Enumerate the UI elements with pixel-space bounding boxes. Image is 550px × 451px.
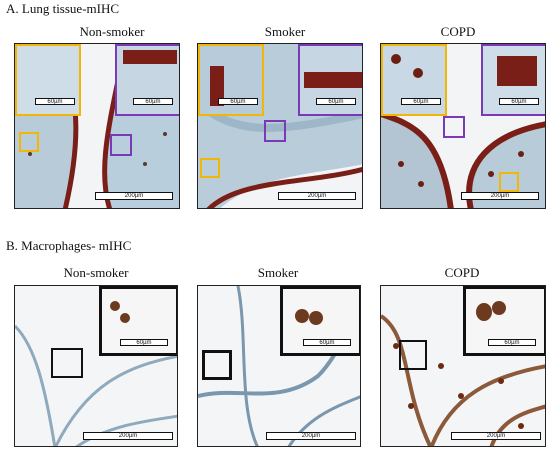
panel-b-nonsmoker: 60µm 200µm [14,285,178,447]
scale-bar-small: 60µm [218,98,258,105]
section-a-title: A. Lung tissue-mIHC [6,1,120,16]
col-title-b-copd: COPD [444,265,480,280]
scale-bar-small: 60µm [316,98,356,105]
inset-yellow-zoom: 60µm [198,44,264,116]
scale-bar-small: 60µm [303,339,351,346]
scale-bar-large: 200µm [451,432,541,440]
inset-purple-zoom: 60µm [298,44,362,116]
epithelium [497,56,537,86]
scale-bar-small: 60µm [35,98,75,105]
panel-b-copd: 60µm 200µm [380,285,546,447]
inset-black-zoom: 60µm [99,286,177,356]
inset-yellow-zoom: 60µm [15,44,81,116]
col-title-b-smoker: Smoker [257,265,299,280]
epithelium [210,66,224,106]
roi-yellow-box [200,158,220,178]
roi-black-box [202,350,232,380]
roi-yellow-box [499,172,519,192]
epithelium [304,72,362,88]
epithelium [123,50,177,64]
inset-black-zoom: 60µm [280,286,360,356]
roi-purple-box [264,120,286,142]
col-title-a-smoker: Smoker [264,24,306,39]
inset-purple-zoom: 60µm [115,44,179,116]
inset-purple-zoom: 60µm [481,44,545,116]
scale-bar-small: 60µm [401,98,441,105]
scale-bar-large: 200µm [278,192,356,200]
scale-bar-small: 60µm [499,98,539,105]
scale-bar-large: 200µm [266,432,356,440]
panel-a-smoker: 60µm 60µm 200µm [197,43,363,209]
col-title-a-nonsmoker: Non-smoker [79,24,145,39]
roi-purple-box [110,134,132,156]
roi-purple-box [443,116,465,138]
panel-b-smoker: 60µm 200µm [197,285,361,447]
scale-bar-small: 60µm [133,98,173,105]
panel-a-copd: 60µm 60µm 200µm [380,43,546,209]
inset-yellow-zoom: 60µm [381,44,447,116]
scale-bar-large: 200µm [83,432,173,440]
scale-bar-small: 60µm [488,339,536,346]
scale-bar-large: 200µm [95,192,173,200]
col-title-b-nonsmoker: Non-smoker [63,265,129,280]
col-title-a-copd: COPD [440,24,476,39]
inset-black-zoom: 60µm [463,286,545,356]
scale-bar-small: 60µm [120,339,168,346]
panel-a-nonsmoker: 60µm 60µm 200µm [14,43,180,209]
roi-black-box [51,348,83,378]
roi-black-box [399,340,427,370]
roi-yellow-box [19,132,39,152]
scale-bar-large: 200µm [461,192,539,200]
section-b-title: B. Macrophages- mIHC [6,238,132,253]
